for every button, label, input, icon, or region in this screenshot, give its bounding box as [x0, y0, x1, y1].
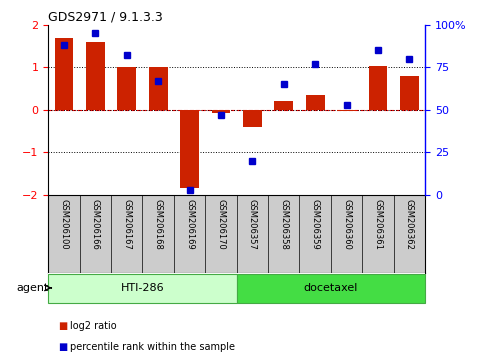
Bar — [180, 110, 199, 188]
Text: GSM206168: GSM206168 — [154, 199, 163, 250]
Text: GSM206166: GSM206166 — [91, 199, 100, 250]
Text: GSM206359: GSM206359 — [311, 199, 320, 249]
Text: ■: ■ — [58, 321, 67, 331]
Text: GSM206167: GSM206167 — [122, 199, 131, 250]
Bar — [86, 42, 105, 110]
Text: GSM206358: GSM206358 — [279, 199, 288, 250]
Text: GSM206357: GSM206357 — [248, 199, 257, 250]
Bar — [212, 110, 230, 113]
Text: GSM206362: GSM206362 — [405, 199, 414, 250]
Text: GDS2971 / 9.1.3.3: GDS2971 / 9.1.3.3 — [48, 11, 163, 24]
Text: ■: ■ — [58, 342, 67, 352]
Bar — [237, 274, 425, 303]
Bar — [400, 76, 419, 110]
Bar — [306, 95, 325, 110]
Text: GSM206100: GSM206100 — [59, 199, 69, 249]
Text: agent: agent — [16, 283, 48, 293]
Bar — [243, 110, 262, 127]
Bar — [369, 67, 387, 110]
Bar — [117, 67, 136, 110]
Bar — [149, 67, 168, 110]
Text: GSM206170: GSM206170 — [216, 199, 226, 249]
Bar — [48, 274, 237, 303]
Text: percentile rank within the sample: percentile rank within the sample — [70, 342, 235, 352]
Text: log2 ratio: log2 ratio — [70, 321, 117, 331]
Text: GSM206360: GSM206360 — [342, 199, 351, 250]
Text: docetaxel: docetaxel — [304, 283, 358, 293]
Bar — [274, 101, 293, 110]
Text: GSM206169: GSM206169 — [185, 199, 194, 249]
Bar — [55, 38, 73, 110]
Text: HTI-286: HTI-286 — [121, 283, 164, 293]
Text: GSM206361: GSM206361 — [373, 199, 383, 250]
Bar — [337, 110, 356, 111]
